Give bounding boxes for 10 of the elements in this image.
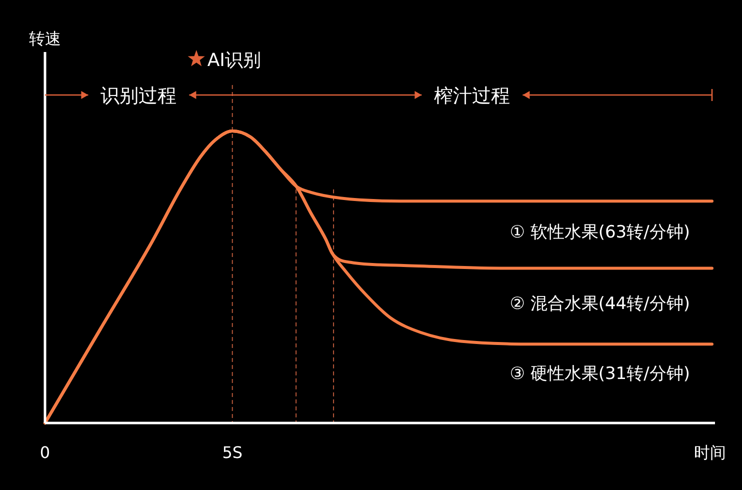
text: 识别过程 [100,85,177,107]
text: AI识别 [207,50,261,71]
text: 榨汁过程 [434,85,510,107]
series-label: ① 软性水果(63转/分钟) [510,222,690,243]
series-label: ② 混合水果(44转/分钟) [510,294,690,314]
series-label: ③ 硬性水果(31转/分钟) [510,364,690,384]
x-tick-label: 0 [40,443,50,462]
x-axis-title: 时间 [694,443,726,462]
x-tick-label: 5S [222,443,243,462]
text: 转速 [29,29,61,48]
